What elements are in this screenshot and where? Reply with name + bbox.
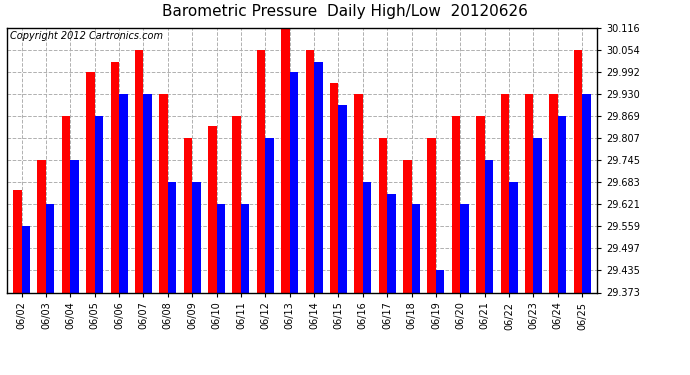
Bar <box>257 50 266 292</box>
Text: Copyright 2012 Cartronics.com: Copyright 2012 Cartronics.com <box>10 31 163 41</box>
Bar <box>233 116 241 292</box>
Bar <box>427 138 436 292</box>
Bar <box>338 105 347 292</box>
Bar <box>110 62 119 292</box>
Bar <box>500 94 509 292</box>
Bar <box>208 126 217 292</box>
Bar <box>582 94 591 292</box>
Bar <box>281 28 290 292</box>
Bar <box>184 138 193 292</box>
Bar <box>509 182 518 292</box>
Bar <box>314 62 323 292</box>
Text: Barometric Pressure  Daily High/Low  20120626: Barometric Pressure Daily High/Low 20120… <box>162 4 528 19</box>
Bar <box>306 50 314 292</box>
Bar <box>460 204 469 292</box>
Bar <box>533 138 542 292</box>
Bar <box>549 94 558 292</box>
Bar <box>379 138 387 292</box>
Bar <box>452 116 460 292</box>
Bar <box>46 204 55 292</box>
Bar <box>119 94 128 292</box>
Bar <box>573 50 582 292</box>
Bar <box>387 194 396 292</box>
Bar <box>525 94 533 292</box>
Bar <box>86 72 95 292</box>
Bar <box>484 160 493 292</box>
Bar <box>21 226 30 292</box>
Bar <box>330 83 338 292</box>
Bar <box>241 204 250 292</box>
Bar <box>290 72 298 292</box>
Bar <box>95 116 103 292</box>
Bar <box>13 190 21 292</box>
Bar <box>217 204 225 292</box>
Bar <box>266 138 274 292</box>
Bar <box>476 116 484 292</box>
Bar <box>363 182 371 292</box>
Bar <box>144 94 152 292</box>
Bar <box>558 116 566 292</box>
Bar <box>193 182 201 292</box>
Bar <box>411 204 420 292</box>
Bar <box>354 94 363 292</box>
Bar <box>70 160 79 292</box>
Bar <box>61 116 70 292</box>
Bar <box>37 160 46 292</box>
Bar <box>403 160 411 292</box>
Bar <box>168 182 177 292</box>
Bar <box>135 50 144 292</box>
Bar <box>436 270 444 292</box>
Bar <box>159 94 168 292</box>
